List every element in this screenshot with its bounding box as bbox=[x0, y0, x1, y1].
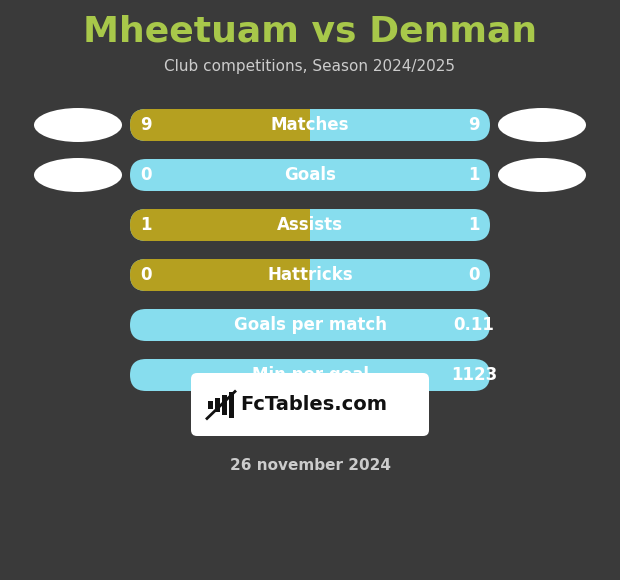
Ellipse shape bbox=[34, 158, 122, 192]
Text: 0: 0 bbox=[140, 266, 152, 284]
FancyBboxPatch shape bbox=[130, 109, 490, 141]
FancyBboxPatch shape bbox=[130, 109, 490, 141]
Text: Hattricks: Hattricks bbox=[267, 266, 353, 284]
FancyBboxPatch shape bbox=[130, 259, 490, 291]
Bar bbox=[130, 109, 310, 141]
Text: FcTables.com: FcTables.com bbox=[240, 395, 387, 414]
Text: 0.11: 0.11 bbox=[454, 316, 494, 334]
Bar bbox=[222, 394, 227, 415]
FancyBboxPatch shape bbox=[191, 373, 429, 436]
Text: Assists: Assists bbox=[277, 216, 343, 234]
Bar bbox=[229, 392, 234, 418]
Text: 9: 9 bbox=[140, 116, 152, 134]
FancyBboxPatch shape bbox=[130, 209, 490, 241]
Bar bbox=[215, 397, 220, 411]
Text: Club competitions, Season 2024/2025: Club competitions, Season 2024/2025 bbox=[164, 60, 456, 74]
Text: 1: 1 bbox=[140, 216, 152, 234]
Bar bbox=[130, 209, 310, 241]
Ellipse shape bbox=[498, 108, 586, 142]
Text: 1: 1 bbox=[468, 166, 480, 184]
Ellipse shape bbox=[34, 108, 122, 142]
Text: Goals: Goals bbox=[284, 166, 336, 184]
Text: 0: 0 bbox=[468, 266, 480, 284]
FancyBboxPatch shape bbox=[130, 309, 490, 341]
Text: 26 november 2024: 26 november 2024 bbox=[229, 458, 391, 473]
Ellipse shape bbox=[498, 158, 586, 192]
FancyBboxPatch shape bbox=[130, 159, 490, 191]
Text: Matches: Matches bbox=[271, 116, 349, 134]
Text: 1: 1 bbox=[468, 216, 480, 234]
Text: Mheetuam vs Denman: Mheetuam vs Denman bbox=[83, 15, 537, 49]
Text: Min per goal: Min per goal bbox=[252, 366, 368, 384]
Bar bbox=[130, 259, 310, 291]
FancyBboxPatch shape bbox=[130, 359, 490, 391]
FancyBboxPatch shape bbox=[130, 209, 490, 241]
Text: 0: 0 bbox=[140, 166, 152, 184]
Bar bbox=[208, 401, 213, 408]
FancyBboxPatch shape bbox=[130, 259, 490, 291]
Text: 9: 9 bbox=[468, 116, 480, 134]
Text: Goals per match: Goals per match bbox=[234, 316, 386, 334]
Text: 1123: 1123 bbox=[451, 366, 497, 384]
